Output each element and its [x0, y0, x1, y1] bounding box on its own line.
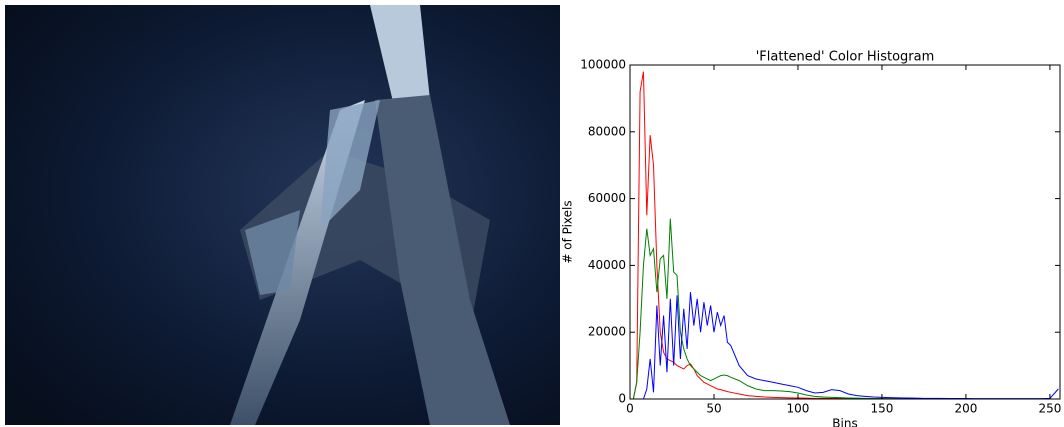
chart: 'Flattened' Color Histogram Bins # of Pi…	[561, 50, 1062, 427]
x-axis-label: Bins	[832, 417, 857, 427]
x-tick-label: 0	[626, 402, 634, 416]
y-tick-label: 100000	[580, 58, 626, 72]
y-tick-label: 20000	[588, 325, 626, 339]
data-line	[630, 72, 1058, 399]
data-line	[630, 219, 1058, 399]
chart-title: 'Flattened' Color Histogram	[756, 50, 935, 65]
photo	[5, 5, 560, 425]
figure: 'Flattened' Color Histogram Bins # of Pi…	[0, 0, 1064, 427]
x-tick-label: 100	[787, 402, 810, 416]
x-tick-label: 250	[1038, 402, 1061, 416]
y-tick-label: 0	[618, 392, 626, 406]
y-axis-label: # of Pixels	[561, 200, 575, 263]
x-tick-label: 200	[954, 402, 977, 416]
y-tick-label: 60000	[588, 191, 626, 205]
y-tick-label: 40000	[588, 258, 626, 272]
plot-frame	[630, 65, 1060, 399]
data-line	[630, 292, 1058, 399]
x-tick-label: 50	[706, 402, 721, 416]
y-tick-label: 80000	[588, 124, 626, 138]
x-tick-label: 150	[871, 402, 894, 416]
